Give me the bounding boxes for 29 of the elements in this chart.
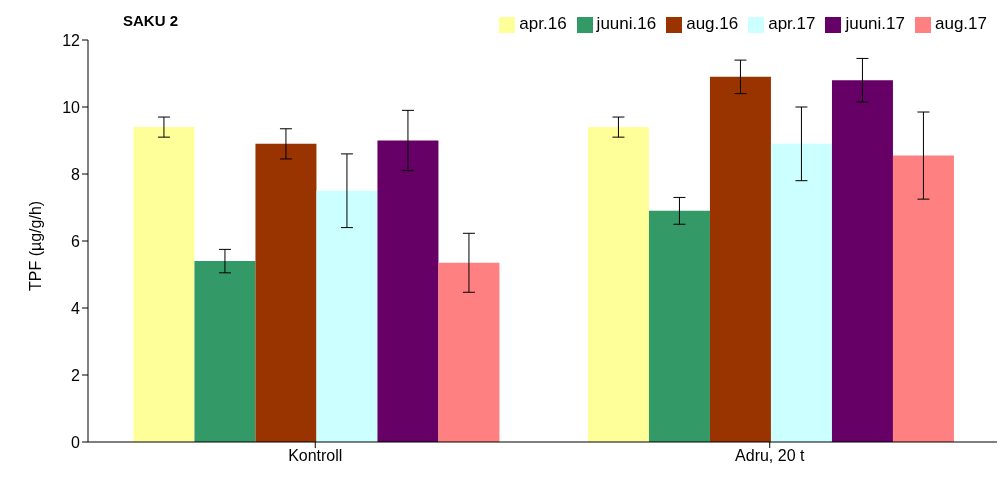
bar xyxy=(648,210,710,442)
bar xyxy=(709,76,771,442)
y-tick-label: 10 xyxy=(62,98,81,116)
y-tick-label: 0 xyxy=(71,433,81,451)
bar xyxy=(892,155,954,442)
bar xyxy=(377,140,439,442)
bar xyxy=(770,143,832,442)
legend-label: apr.17 xyxy=(768,14,816,33)
legend-label: apr.16 xyxy=(519,14,567,33)
legend-label: juuni.17 xyxy=(845,14,905,33)
chart-title: SAKU 2 xyxy=(123,12,179,29)
x-tick-label: Adru, 20 t xyxy=(735,447,805,465)
legend-label: aug.17 xyxy=(935,14,987,33)
y-tick-label: 2 xyxy=(71,366,81,384)
bar xyxy=(194,261,256,442)
bar xyxy=(587,127,649,442)
y-tick-label: 8 xyxy=(71,165,81,183)
bar xyxy=(255,143,317,442)
bar xyxy=(831,80,893,442)
bar xyxy=(438,262,500,442)
y-tick-label: 12 xyxy=(62,31,81,49)
y-tick-label: 6 xyxy=(71,232,81,250)
y-tick-label: 4 xyxy=(71,299,81,317)
legend-label: aug.16 xyxy=(686,14,739,33)
x-tick-label: Kontroll xyxy=(288,447,343,465)
bar xyxy=(316,190,378,442)
bar xyxy=(133,127,195,442)
legend-label: juuni.16 xyxy=(596,14,657,33)
y-axis-title: TPF (µg/g/h) xyxy=(26,200,44,291)
